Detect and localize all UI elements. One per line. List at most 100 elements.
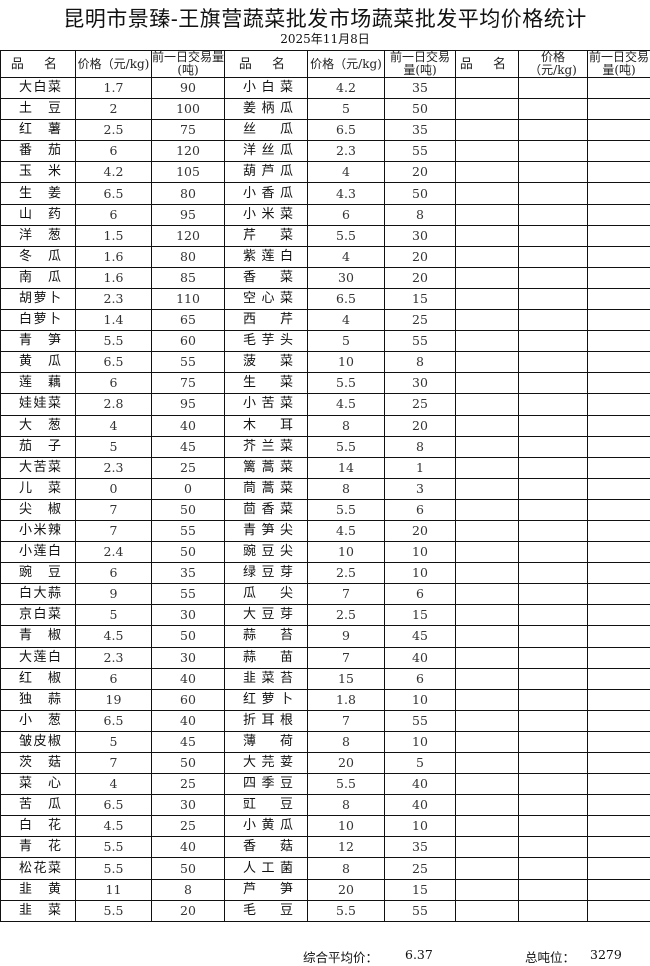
price-cell: 14 (307, 456, 385, 479)
price-cell: 5.5 (307, 498, 385, 521)
volume-cell (587, 287, 650, 311)
volume-cell: 6 (384, 583, 456, 606)
header-volume: 前一日交易量(吨) (587, 50, 650, 78)
total-tonnage-value: 3279 (590, 947, 622, 962)
name-cell: 洋丝瓜 (224, 140, 308, 163)
table-row: 豌豆 6 35 绿豆芽 2.5 10 (0, 562, 650, 585)
price-cell: 6 (75, 140, 152, 163)
price-cell (518, 182, 588, 205)
name-cell (455, 815, 519, 838)
table-row: 胡萝卜 2.3 110 空心菜 6.5 15 (0, 287, 650, 311)
name-cell: 莲藕 (0, 372, 76, 395)
price-cell (518, 604, 588, 627)
price-cell: 4.3 (307, 182, 385, 205)
volume-cell (587, 414, 650, 437)
volume-cell: 8 (384, 351, 456, 374)
name-cell (455, 751, 519, 775)
name-cell: 姜柄瓜 (224, 98, 308, 121)
name-cell: 芦笋 (224, 878, 308, 901)
price-cell (518, 203, 588, 226)
price-cell: 5.5 (307, 899, 385, 922)
volume-cell (587, 625, 650, 648)
volume-cell: 15 (384, 287, 456, 311)
volume-cell (587, 76, 650, 100)
volume-cell (587, 562, 650, 585)
table-row: 青笋 5.5 60 毛芋头 5 55 (0, 330, 650, 353)
price-cell: 10 (307, 815, 385, 838)
volume-cell: 65 (151, 309, 225, 332)
price-cell (518, 751, 588, 775)
volume-cell: 3 (384, 477, 456, 500)
table-row: 儿菜 0 0 茼蒿菜 8 3 (0, 477, 650, 500)
price-cell: 4 (75, 773, 152, 796)
price-cell (518, 119, 588, 142)
price-cell: 4.2 (75, 161, 152, 184)
header-volume: 前一日交易量(吨) (384, 50, 456, 78)
price-cell: 5.5 (307, 372, 385, 395)
name-cell: 小葱 (0, 709, 76, 732)
price-cell (518, 625, 588, 648)
name-cell (455, 688, 519, 711)
name-cell: 京白菜 (0, 604, 76, 627)
table-header-row: 品 名 价格（元/kg) 前一日交易量(吨) 品 名 价格（元/kg) 前一日交… (0, 50, 650, 78)
price-cell (518, 815, 588, 838)
header-name: 品 名 (455, 50, 519, 78)
name-cell: 大豆芽 (224, 604, 308, 627)
name-cell: 南瓜 (0, 266, 76, 289)
name-cell: 绿豆芽 (224, 562, 308, 585)
price-table: 品 名 价格（元/kg) 前一日交易量(吨) 品 名 价格（元/kg) 前一日交… (0, 50, 650, 922)
volume-cell: 120 (151, 224, 225, 247)
price-cell: 5 (75, 435, 152, 458)
name-cell: 独蒜 (0, 688, 76, 711)
price-cell: 5 (75, 730, 152, 754)
volume-cell: 55 (151, 583, 225, 606)
name-cell: 蒜苗 (224, 646, 308, 669)
price-cell (518, 667, 588, 690)
volume-cell (587, 245, 650, 268)
volume-cell: 100 (151, 98, 225, 121)
price-cell: 2 (75, 98, 152, 121)
price-cell: 5.5 (75, 836, 152, 859)
name-cell: 青笋尖 (224, 519, 308, 543)
name-cell (455, 583, 519, 606)
name-cell: 韭菜 (0, 899, 76, 922)
name-cell: 胡萝卜 (0, 287, 76, 311)
name-cell: 折耳根 (224, 709, 308, 732)
volume-cell (587, 477, 650, 500)
volume-cell: 40 (384, 794, 456, 817)
price-cell (518, 519, 588, 543)
name-cell (455, 773, 519, 796)
name-cell: 小白菜 (224, 76, 308, 100)
name-cell (455, 372, 519, 395)
volume-cell: 40 (151, 836, 225, 859)
table-row: 大白菜 1.7 90 小白菜 4.2 35 (0, 76, 650, 100)
name-cell (455, 287, 519, 311)
table-row: 白萝卜 1.4 65 西芹 4 25 (0, 309, 650, 332)
volume-cell: 80 (151, 245, 225, 268)
volume-cell: 50 (151, 541, 225, 564)
name-cell (455, 477, 519, 500)
table-row: 番茄 6 120 洋丝瓜 2.3 55 (0, 140, 650, 163)
price-cell: 10 (307, 351, 385, 374)
volume-cell: 55 (151, 519, 225, 543)
price-cell (518, 878, 588, 901)
name-cell: 豌豆尖 (224, 541, 308, 564)
price-cell: 4.5 (307, 519, 385, 543)
name-cell (455, 393, 519, 416)
price-cell: 5.5 (75, 857, 152, 880)
name-cell: 菜心 (0, 773, 76, 796)
volume-cell: 15 (384, 604, 456, 627)
price-cell: 2.3 (75, 287, 152, 311)
name-cell: 大芫荽 (224, 751, 308, 775)
name-cell (455, 519, 519, 543)
price-cell: 15 (307, 667, 385, 690)
volume-cell: 75 (151, 119, 225, 142)
name-cell: 冬瓜 (0, 245, 76, 268)
price-cell: 4.5 (307, 393, 385, 416)
price-cell: 5.5 (75, 330, 152, 353)
volume-cell: 95 (151, 393, 225, 416)
price-cell: 8 (307, 477, 385, 500)
price-cell (518, 562, 588, 585)
price-cell: 4 (75, 414, 152, 437)
price-cell: 5 (307, 330, 385, 353)
